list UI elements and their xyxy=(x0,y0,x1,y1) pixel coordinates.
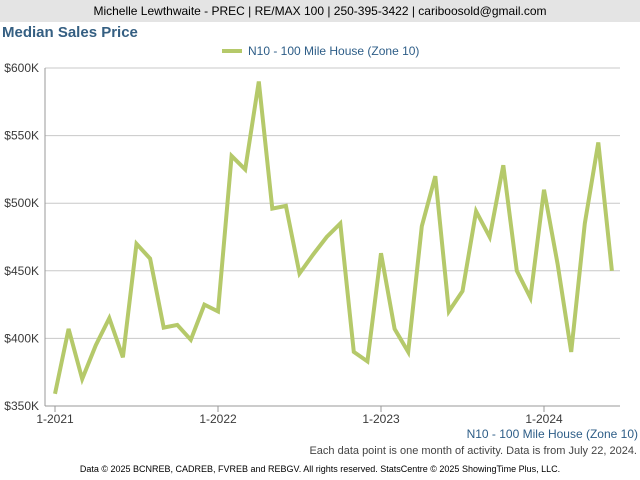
copyright-text: Data © 2025 BCNREB, CADREB, FVREB and RE… xyxy=(79,464,561,474)
x-tick-label: 1-2024 xyxy=(525,412,563,426)
x-tick-label: 1-2023 xyxy=(362,412,400,426)
chart-title: Median Sales Price xyxy=(2,24,138,41)
x-tick-label: 1-2021 xyxy=(36,412,74,426)
y-tick-label: $400K xyxy=(4,331,39,345)
legend-swatch xyxy=(222,49,242,53)
contact-header-bar: Michelle Lewthwaite - PREC | RE/MAX 100 … xyxy=(0,0,640,22)
contact-info: Michelle Lewthwaite - PREC | RE/MAX 100 … xyxy=(93,4,547,18)
y-tick-label: $350K xyxy=(4,399,39,413)
chart-legend: N10 - 100 Mile House (Zone 10) xyxy=(222,44,419,58)
copyright-footer: Data © 2025 BCNREB, CADREB, FVREB and RE… xyxy=(0,458,640,480)
legend-label: N10 - 100 Mile House (Zone 10) xyxy=(248,44,420,58)
series-layer xyxy=(53,81,614,395)
x-tick-label: 1-2022 xyxy=(199,412,237,426)
x-axis-title: N10 - 100 Mile House (Zone 10) xyxy=(466,427,638,441)
y-tick-label: $450K xyxy=(4,264,39,278)
axes: $350K $400K $450K $500K $550K $600K 1-2021 1-20… xyxy=(4,61,620,426)
y-tick-label: $600K xyxy=(4,61,39,75)
grid-lines xyxy=(45,67,620,407)
y-tick-label: $500K xyxy=(4,196,39,210)
series-line xyxy=(53,81,614,395)
y-tick-label: $550K xyxy=(4,129,39,143)
data-note: Each data point is one month of activity… xyxy=(309,445,637,457)
